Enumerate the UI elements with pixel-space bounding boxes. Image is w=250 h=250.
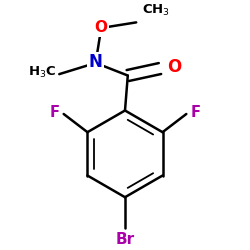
Text: F: F (190, 105, 200, 120)
Text: Br: Br (116, 232, 134, 247)
Text: H$_3$C: H$_3$C (28, 65, 56, 80)
Text: F: F (50, 105, 59, 120)
Text: O: O (95, 20, 108, 36)
Text: N: N (89, 54, 102, 72)
Text: CH$_3$: CH$_3$ (142, 3, 170, 18)
Text: O: O (167, 58, 181, 76)
